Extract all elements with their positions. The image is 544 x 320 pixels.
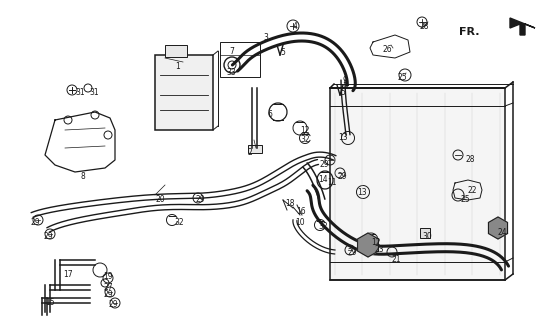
Text: 33: 33 xyxy=(226,68,236,77)
Polygon shape xyxy=(489,217,508,239)
Text: 29: 29 xyxy=(43,232,53,241)
Text: 6: 6 xyxy=(268,110,273,119)
Text: 7: 7 xyxy=(229,47,234,56)
Text: 26: 26 xyxy=(383,45,393,54)
Text: 29: 29 xyxy=(103,290,113,299)
Text: 8: 8 xyxy=(80,172,85,181)
Text: 32: 32 xyxy=(174,218,184,227)
Text: 32: 32 xyxy=(300,135,310,144)
Bar xyxy=(330,88,505,280)
Text: 16: 16 xyxy=(296,207,306,216)
Polygon shape xyxy=(510,18,535,35)
Text: 29: 29 xyxy=(196,195,206,204)
Text: 27: 27 xyxy=(103,283,113,292)
Text: 14: 14 xyxy=(318,175,327,184)
Text: FR.: FR. xyxy=(460,27,480,37)
Bar xyxy=(155,55,213,130)
Text: 32: 32 xyxy=(318,222,327,231)
Text: 20: 20 xyxy=(155,195,165,204)
Text: 5: 5 xyxy=(340,88,345,97)
Text: 10: 10 xyxy=(295,218,305,227)
Text: 5: 5 xyxy=(280,48,285,57)
Text: 29: 29 xyxy=(30,218,40,227)
Text: 31: 31 xyxy=(89,88,98,97)
Text: 13: 13 xyxy=(357,188,367,197)
Text: 2: 2 xyxy=(248,148,253,157)
Text: 23: 23 xyxy=(375,245,385,254)
Text: 24: 24 xyxy=(498,228,508,237)
Text: 29: 29 xyxy=(338,172,348,181)
Text: 29: 29 xyxy=(320,160,330,169)
Text: 15: 15 xyxy=(45,298,54,307)
Text: 19: 19 xyxy=(103,272,113,281)
Text: 17: 17 xyxy=(63,270,73,279)
Text: 25: 25 xyxy=(461,195,471,204)
Text: 28: 28 xyxy=(420,22,430,31)
Text: 29: 29 xyxy=(348,248,357,257)
Text: 29: 29 xyxy=(108,300,118,309)
Text: 12: 12 xyxy=(300,126,310,135)
Text: 1: 1 xyxy=(175,62,180,71)
Text: 31: 31 xyxy=(75,88,85,97)
Text: 22: 22 xyxy=(468,186,478,195)
Polygon shape xyxy=(357,233,379,257)
Text: 21: 21 xyxy=(392,255,401,264)
Text: 4: 4 xyxy=(293,22,298,31)
Text: 13: 13 xyxy=(338,133,348,142)
Bar xyxy=(220,42,260,77)
Text: 25: 25 xyxy=(398,73,407,82)
Text: 18: 18 xyxy=(285,199,294,208)
Bar xyxy=(420,228,430,238)
Bar xyxy=(165,45,187,57)
Text: 9: 9 xyxy=(343,76,348,85)
Text: 12: 12 xyxy=(371,238,380,247)
Text: 28: 28 xyxy=(466,155,475,164)
Text: 30: 30 xyxy=(422,232,432,241)
Bar xyxy=(248,145,262,153)
Text: 11: 11 xyxy=(327,178,337,187)
Text: 3: 3 xyxy=(263,33,268,42)
